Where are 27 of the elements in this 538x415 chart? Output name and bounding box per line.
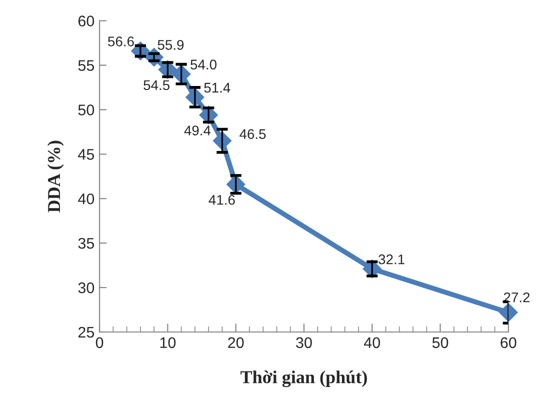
text: 51.4 — [204, 82, 230, 93]
y-tick-label: 50 — [78, 104, 94, 116]
y-tick-label: 30 — [78, 282, 94, 294]
x-tick-label: 60 — [500, 337, 516, 348]
x-tick-label: 10 — [160, 337, 176, 348]
y-tick-label: 45 — [78, 149, 94, 160]
y-tick-label: 25 — [78, 326, 94, 338]
x-tick-label: 0 — [96, 337, 104, 348]
x-tick-label: 30 — [296, 337, 312, 348]
y-tick-label: 40 — [78, 193, 94, 204]
text: 46.5 — [240, 129, 266, 139]
x-tick-label: 50 — [432, 337, 448, 348]
x-tick-label: 20 — [228, 337, 244, 348]
y-tick-label: 60 — [78, 16, 94, 26]
text: 32.1 — [378, 254, 404, 264]
x-tick-label: 40 — [364, 337, 380, 348]
text: 54.5 — [144, 80, 170, 90]
text: 55.9 — [158, 40, 184, 50]
y-tick-label: 55 — [78, 60, 94, 71]
text: 56.6 — [108, 36, 134, 46]
text: 41.6 — [208, 194, 235, 205]
y-tick-label: 35 — [78, 238, 94, 249]
y-axis-title: DDA (%) — [47, 140, 64, 212]
point — [499, 303, 518, 322]
x-axis-title: Thời gian (phút) — [240, 370, 367, 388]
text: 54.0 — [190, 60, 216, 70]
text: 49.4 — [184, 126, 211, 136]
